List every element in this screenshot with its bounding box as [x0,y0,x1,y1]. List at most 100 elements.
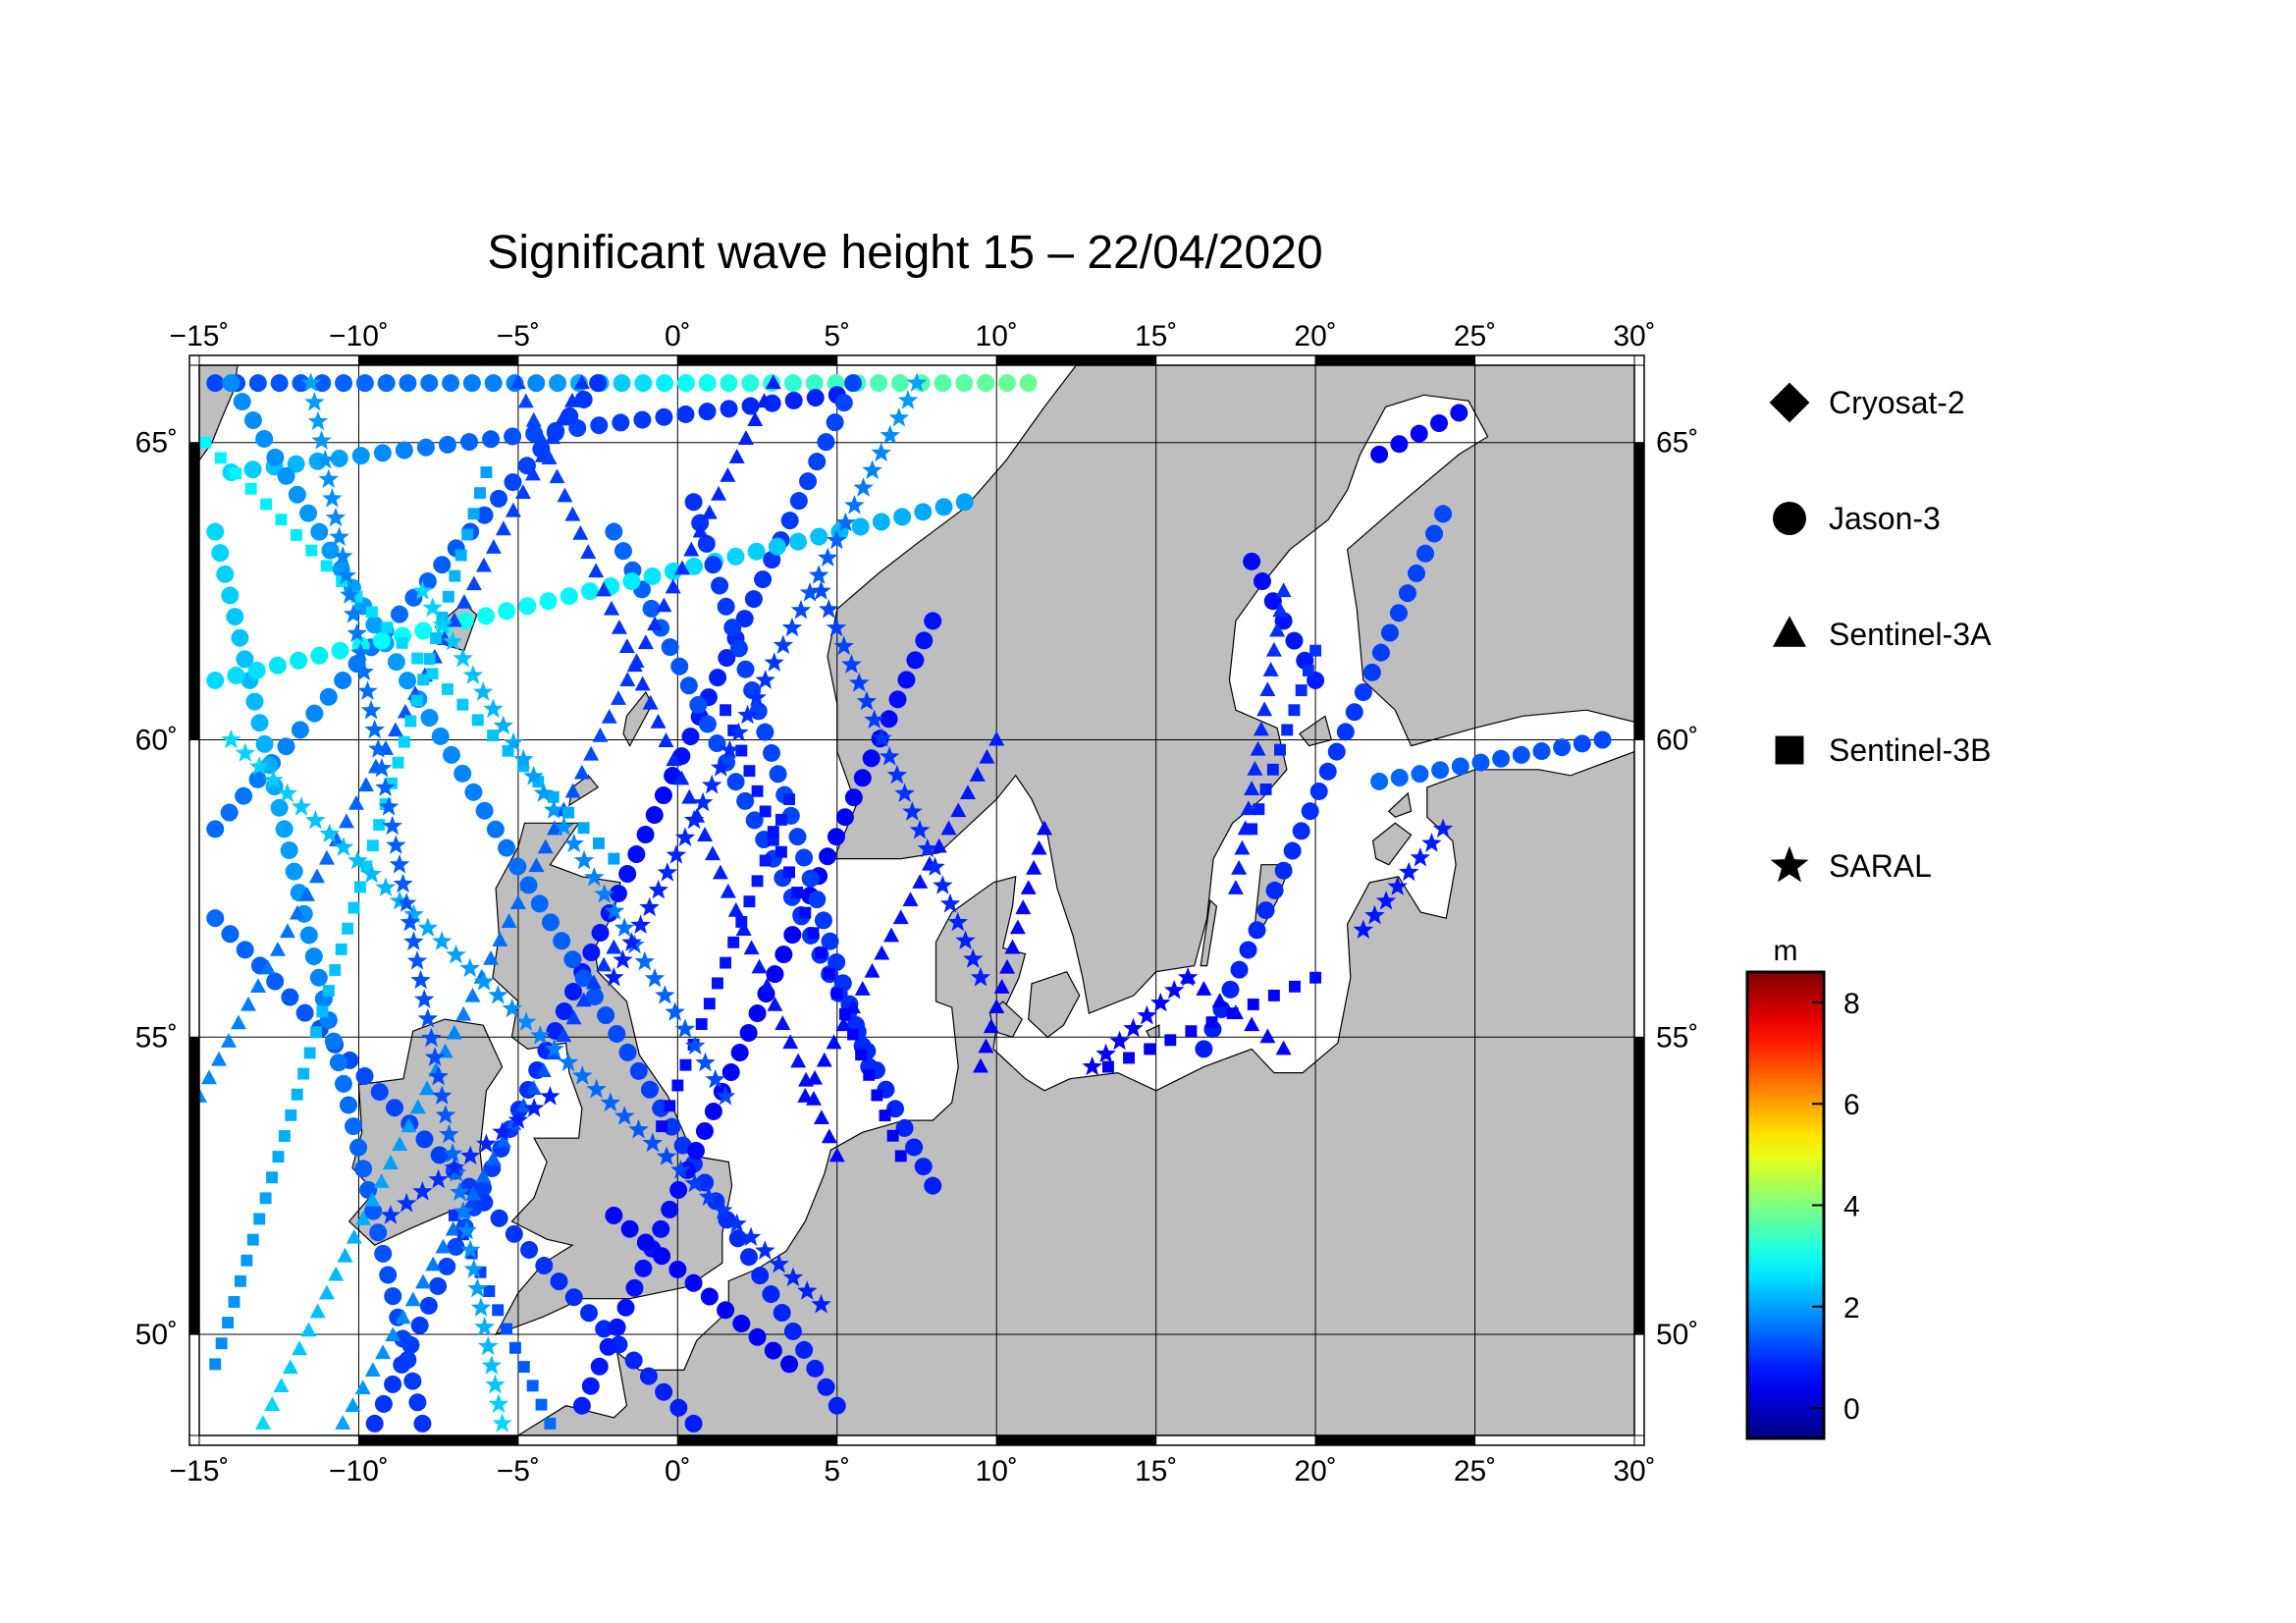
track-point [387,653,405,672]
track-point [345,1397,361,1412]
track-point [221,729,241,749]
track-point [386,835,406,854]
track-point [332,546,353,566]
track-point [814,911,832,930]
track-point [636,826,655,844]
track-point [813,1109,829,1124]
track-point [979,748,995,764]
track-point [701,504,718,519]
track-point [655,1382,673,1401]
track-point [501,1323,513,1335]
track-point [399,672,417,690]
track-point [1411,765,1429,784]
track-point [895,1118,914,1137]
track-point [844,495,865,514]
track-point [575,992,592,1007]
legend-marker-sentinel-3a [1773,616,1806,647]
track-point [210,1051,227,1066]
track-point [400,911,421,932]
lon-tick-label-top: 5˚ [824,320,850,352]
track-point [664,562,682,580]
track-point [642,599,661,618]
track-point [221,925,240,944]
track-point [368,738,389,758]
track-point [475,557,492,572]
frame-bar-top [995,354,1157,366]
track-point [474,487,486,500]
track-point [1144,1043,1156,1055]
track-point [642,694,659,710]
track-point [1370,772,1389,790]
track-point [833,974,852,993]
track-point [277,737,295,756]
track-point [270,798,289,817]
track-point [583,745,600,761]
track-point [665,1001,685,1021]
track-point [1244,781,1260,795]
track-point [593,837,605,849]
track-point [648,879,668,899]
track-point [1211,993,1228,1007]
track-point [300,372,321,392]
track-point [305,809,326,830]
track-point [472,681,494,701]
land-oland [1200,898,1218,967]
track-point [459,433,478,452]
track-point [970,966,991,987]
track-point [745,811,764,830]
track-point [874,945,890,960]
track-point [1082,1055,1102,1076]
track-point [902,892,919,906]
track-point [780,512,799,530]
track-point [780,1355,799,1374]
track-point [1431,761,1450,780]
track-point [464,987,481,1002]
track-point [308,868,325,884]
lon-tick-label-top: 0˚ [665,320,691,352]
track-point [322,488,343,508]
track-point [886,764,908,784]
track-point [756,393,773,408]
track-point [328,1266,345,1281]
track-point [1283,841,1302,860]
track-point [773,634,794,655]
track-point [955,493,974,512]
track-point [330,449,348,467]
track-point [894,783,915,802]
track-point [518,597,537,616]
track-point [415,1130,434,1149]
track-point [398,735,410,748]
track-point [403,903,424,924]
track-point [419,1080,436,1096]
track-point [735,921,752,936]
track-point [668,1260,687,1278]
track-point [818,547,838,567]
track-point [729,639,748,658]
frame-bar-right [1633,442,1645,740]
track-point [420,374,439,393]
track-point [1253,803,1265,816]
track-point [1265,641,1282,657]
track-point [743,895,756,908]
track-point [335,1415,351,1430]
track-point [395,1309,411,1325]
lat-tick-label-right: 50˚ [1656,1319,1698,1351]
track-point [462,665,484,684]
track-point [456,1219,477,1240]
track-point [781,617,803,637]
track-point [582,944,601,962]
track-point [1573,734,1591,753]
track-point [357,777,374,792]
track-point [642,1132,664,1153]
track-point [1004,939,1021,954]
lon-tick-label-top: −5˚ [497,320,540,352]
track-point [410,969,431,990]
track-point [372,631,391,650]
track-point [270,374,289,393]
track-point [1247,999,1259,1010]
track-point [864,709,884,730]
track-point [349,1138,368,1157]
track-point [626,657,643,673]
track-point [728,449,745,463]
track-point [455,1005,472,1021]
